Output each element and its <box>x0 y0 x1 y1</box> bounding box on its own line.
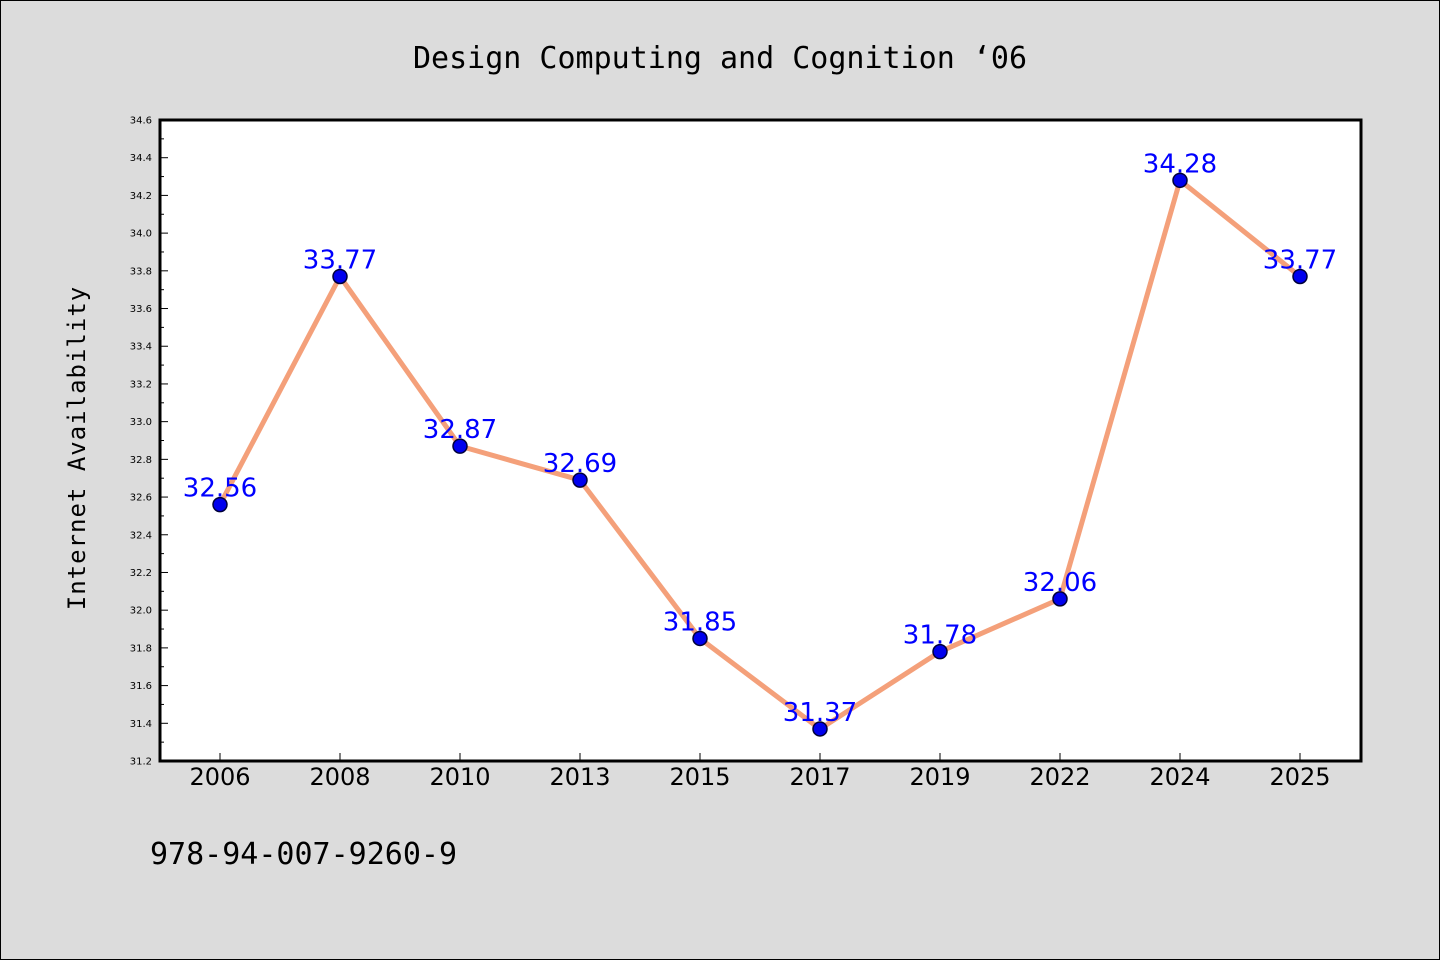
x-tick-label: 2010 <box>429 763 490 791</box>
y-tick-label: 34.6 <box>130 116 152 127</box>
x-tick-label: 2006 <box>189 763 250 791</box>
chart-title: Design Computing and Cognition ‘06 <box>413 41 1027 76</box>
data-point <box>452 438 468 454</box>
plot-area <box>158 118 1363 763</box>
data-point <box>812 721 828 737</box>
data-label: 33.77 <box>303 245 377 275</box>
y-tick-label: 33.2 <box>130 379 152 390</box>
y-tick-label: 33.6 <box>130 304 152 315</box>
data-point <box>332 268 348 285</box>
data-label: 33.77 <box>1263 245 1337 275</box>
data-point <box>212 496 228 513</box>
data-label: 31.78 <box>903 621 977 651</box>
data-point <box>692 630 708 647</box>
x-tick-label: 2022 <box>1029 763 1090 791</box>
y-tick-label: 31.6 <box>130 681 152 692</box>
y-axis-label: Internet Availability <box>63 286 91 610</box>
y-tick-label: 32.0 <box>130 606 152 617</box>
y-tick-label: 31.2 <box>130 757 152 768</box>
data-point <box>572 472 588 488</box>
data-label: 32.69 <box>543 449 617 479</box>
y-tick-label: 31.4 <box>130 719 152 730</box>
data-label: 32.56 <box>183 474 257 504</box>
series-line <box>217 177 1302 732</box>
x-tick-label: 2013 <box>549 763 610 791</box>
x-axis-ticks: 2006 2008 2010 2013 2015 2017 2019 2022 2024 2025 <box>189 753 1331 791</box>
data-point <box>932 643 948 660</box>
y-tick-label: 32.6 <box>130 493 152 504</box>
y-tick-label: 34.4 <box>130 153 152 164</box>
x-tick-label: 2015 <box>669 763 730 791</box>
data-label: 34.28 <box>1143 149 1217 179</box>
data-label: 31.85 <box>663 607 737 637</box>
y-tick-label: 34.0 <box>130 229 152 240</box>
x-tick-label: 2017 <box>789 763 850 791</box>
isbn-text: 978-94-007-9260-9 <box>150 837 457 872</box>
data-label: 32.87 <box>423 415 497 445</box>
y-tick-label: 33.8 <box>130 266 152 277</box>
x-tick-label: 2025 <box>1269 763 1330 791</box>
y-tick-label: 33.4 <box>130 342 152 353</box>
data-labels: 32.56 33.77 32.87 32.69 31.85 31.37 31.78 32.06… <box>183 149 1337 728</box>
data-label: 31.37 <box>783 698 857 728</box>
y-tick-label: 32.8 <box>130 455 152 466</box>
y-tick-label: 34.2 <box>130 191 152 202</box>
y-tick-label: 33.0 <box>130 417 152 428</box>
x-tick-label: 2024 <box>1149 763 1210 791</box>
data-label: 32.06 <box>1023 568 1097 598</box>
y-tick-label: 32.4 <box>130 530 152 541</box>
y-tick-label: 31.8 <box>130 643 152 654</box>
y-tick-label: 32.2 <box>130 568 152 579</box>
data-point <box>1172 172 1188 189</box>
data-point <box>1292 268 1308 285</box>
data-point <box>1052 591 1068 607</box>
x-tick-label: 2019 <box>909 763 970 791</box>
y-axis-ticks: 31.2 31.4 31.6 31.8 32.0 32.2 32.4 32.6 32.8 33.0… <box>130 116 168 768</box>
x-tick-label: 2008 <box>309 763 370 791</box>
data-series <box>212 172 1308 737</box>
